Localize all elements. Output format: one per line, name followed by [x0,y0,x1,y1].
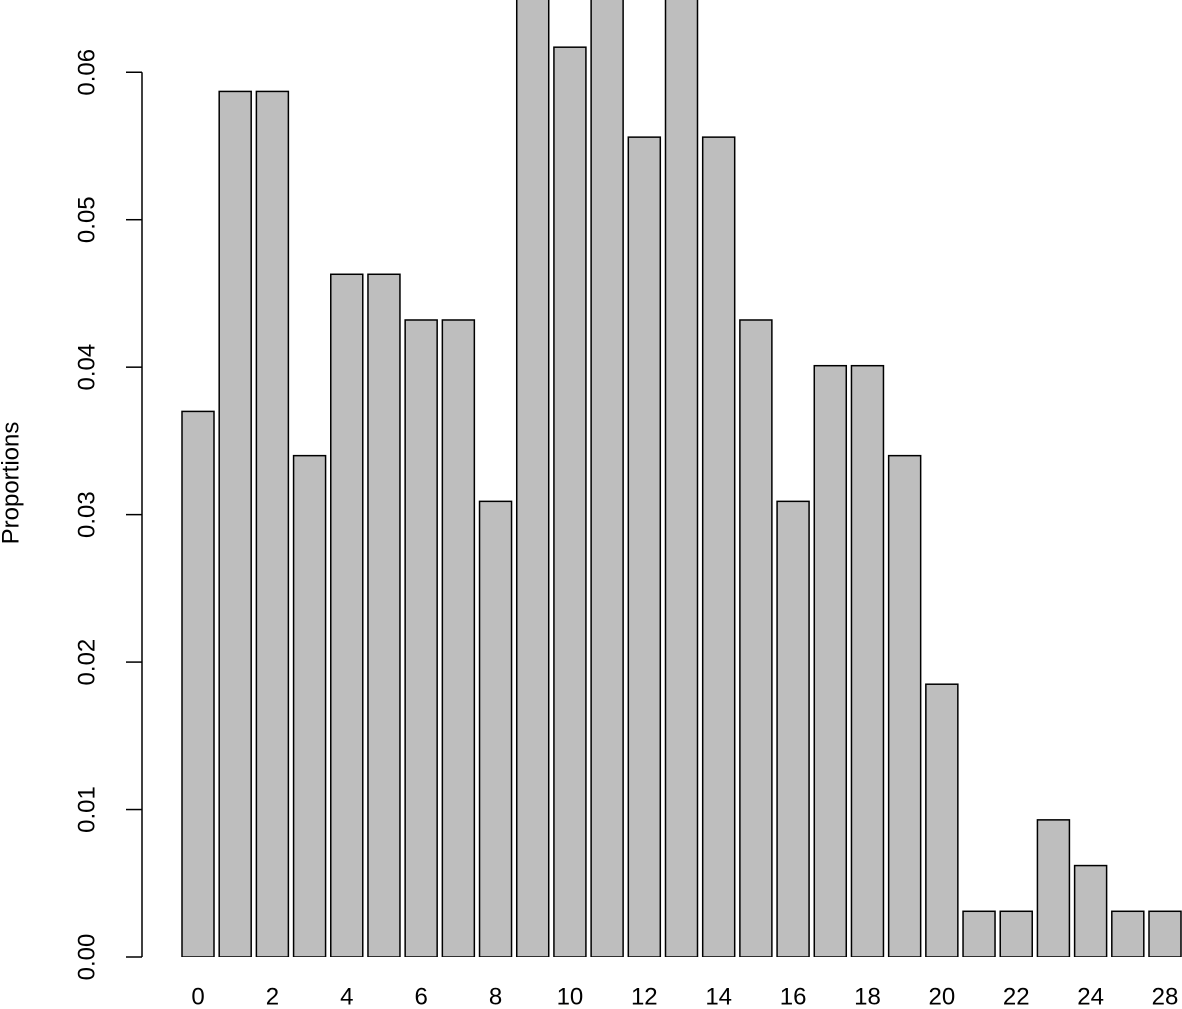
bars [181,0,1182,957]
bar [292,454,327,957]
bar [999,910,1033,957]
y-tick-label: 0.04 [73,344,100,391]
bar [850,364,885,957]
y-tick-label: 0.00 [73,934,100,981]
bar [181,410,215,957]
bar [962,910,996,957]
x-tick-label: 28 [1152,983,1179,1009]
bar [664,0,699,957]
y-tick-label: 0.01 [73,786,100,833]
bar [887,454,922,957]
bar [404,319,438,957]
bar [515,0,550,957]
bar [367,273,401,957]
y-tick-label: 0.06 [73,49,100,96]
bar [1148,910,1182,957]
y-tick-label: 0.03 [73,491,100,538]
x-tick-label: 4 [340,983,353,1009]
bar [925,683,959,957]
y-axis-label: Proportions [0,422,24,545]
y-tick-label: 0.02 [73,639,100,686]
x-tick-label: 8 [489,983,502,1009]
x-tick-label: 12 [631,983,658,1009]
bar [590,0,624,957]
y-tick-label: 0.05 [73,196,100,243]
x-tick-label: 14 [705,983,732,1009]
bar [553,46,587,957]
x-tick-label: 22 [1003,983,1030,1009]
bar [330,273,364,957]
x-tick-label: 0 [191,983,204,1009]
x-tick-label: 10 [557,983,584,1009]
x-tick-label: 18 [854,983,881,1009]
bar [1073,864,1108,957]
x-tick-label: 2 [266,983,279,1009]
bar [478,500,513,957]
x-tick-label: 20 [928,983,955,1009]
bar [776,500,810,957]
bar [739,319,773,957]
bar [218,90,252,957]
x-tick-label: 16 [780,983,807,1009]
bar [255,90,290,957]
bar [813,364,848,957]
x-tick-label: 6 [414,983,427,1009]
bar [1111,910,1145,957]
bar [701,136,736,957]
bar [1036,819,1071,957]
bar [627,136,662,957]
x-tick-label: 24 [1077,983,1104,1009]
bar [441,319,476,957]
